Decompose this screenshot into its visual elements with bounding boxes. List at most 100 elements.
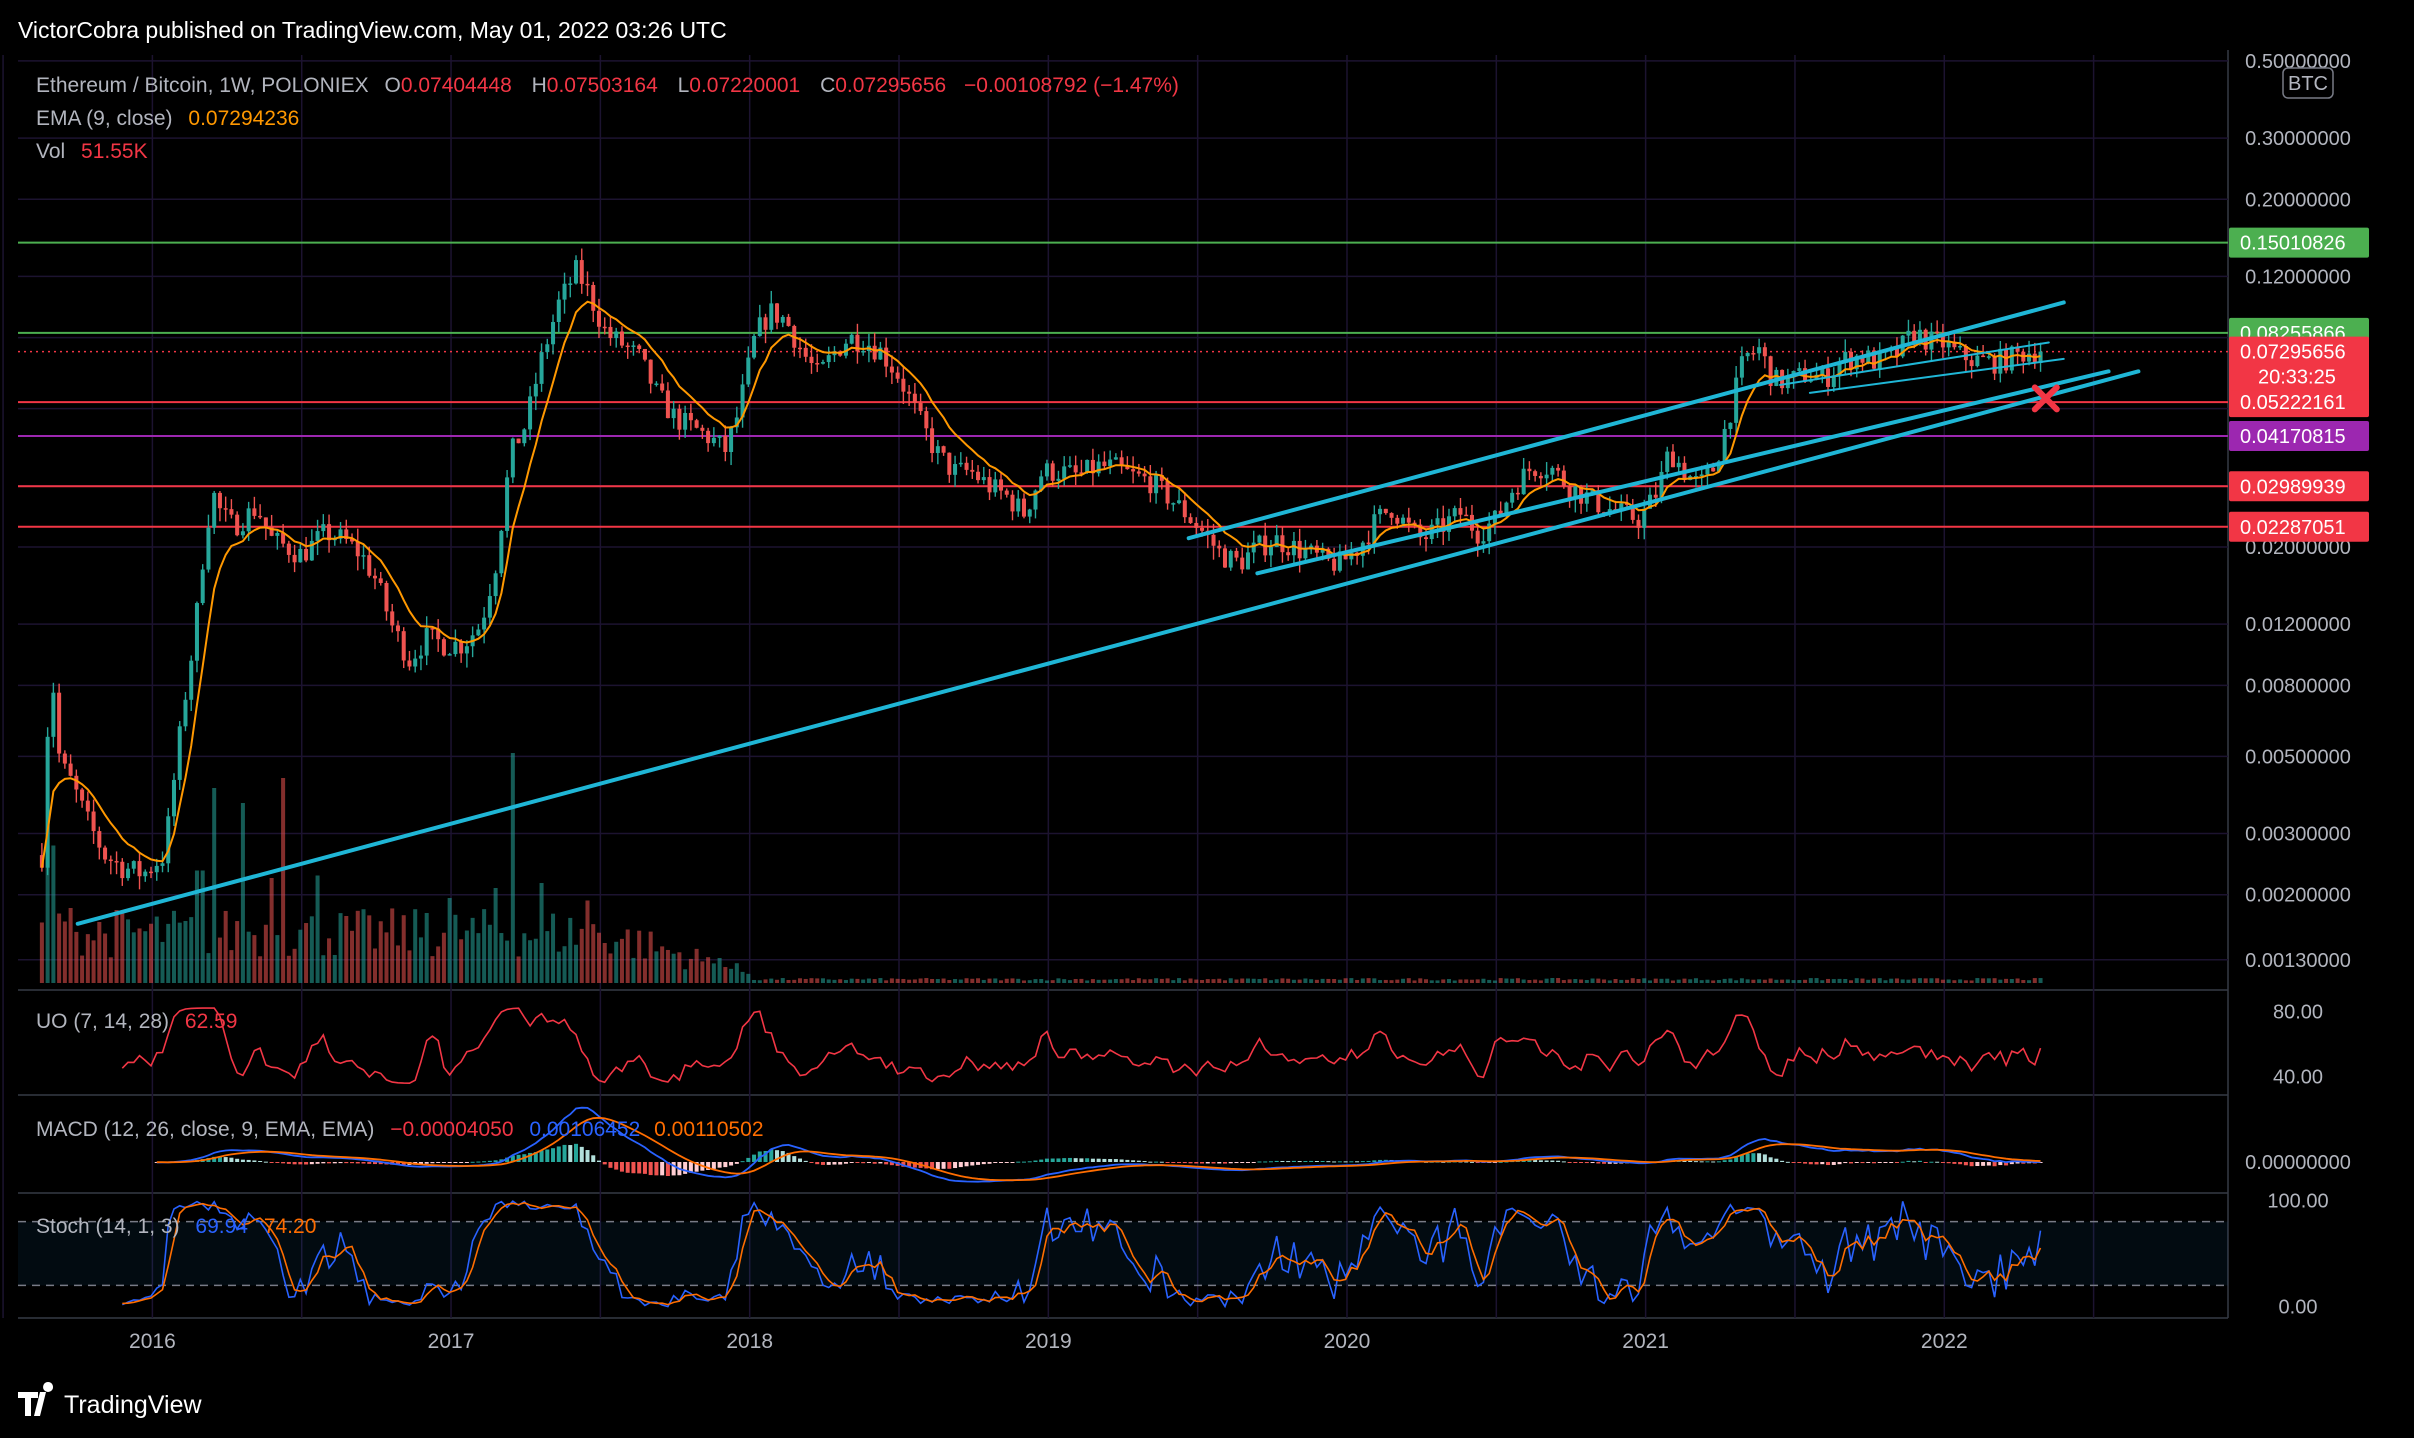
macd-histogram-bar	[889, 1162, 894, 1166]
candle-body	[447, 654, 452, 656]
volume-bar	[378, 921, 383, 983]
trendlines[interactable]	[75, 300, 2141, 926]
candle-body	[1389, 513, 1394, 518]
candle-body	[510, 438, 515, 478]
candle-body	[930, 428, 935, 454]
macd-histogram-bar	[1349, 1161, 1354, 1163]
volume-bar	[1952, 980, 1957, 983]
candle-body	[953, 464, 958, 475]
volume-bar	[2038, 978, 2043, 983]
volume-bar	[68, 908, 73, 983]
macd-histogram-bar	[556, 1146, 561, 1162]
volume-bar	[1814, 978, 1819, 983]
volume-bar	[901, 978, 906, 983]
macd-histogram-bar	[2004, 1162, 2009, 1166]
candle-body	[1871, 350, 1876, 369]
macd-histogram-bar	[579, 1146, 584, 1162]
svg-text:Ethereum / Bitcoin, 1W, POLONI: Ethereum / Bitcoin, 1W, POLONIEX O0.0740…	[36, 74, 1179, 97]
volume-bar	[1102, 979, 1107, 983]
volume-bar	[706, 957, 711, 983]
volume-bar	[154, 916, 159, 983]
macd-histogram-bar	[1205, 1162, 1210, 1164]
candle-body	[1963, 346, 1968, 361]
candle-body	[1096, 461, 1101, 474]
time-tick-label: 2020	[1324, 1330, 1371, 1353]
price-axis[interactable]: 0.500000000.300000000.200000000.12000000…	[2245, 51, 2351, 972]
volume-bar	[286, 955, 291, 983]
candle-body	[752, 335, 757, 358]
candle-body	[1452, 508, 1457, 517]
uo-tick-label: 40.00	[2273, 1067, 2323, 1089]
macd-histogram-bar	[1217, 1162, 1222, 1164]
macd-histogram-bar	[1222, 1162, 1228, 1164]
volume-bar	[1027, 980, 1032, 983]
macd-histogram-bar	[327, 1162, 332, 1164]
candle-body	[1222, 548, 1228, 568]
volume-bar	[1200, 979, 1205, 983]
ema-line	[40, 300, 2041, 868]
volume-bar	[1125, 978, 1130, 983]
volume-bar	[424, 913, 429, 983]
volume-bar	[1177, 978, 1182, 983]
candle-body	[258, 515, 263, 518]
volume-bar	[729, 968, 734, 983]
volume-bar	[1826, 978, 1831, 983]
candle-body	[999, 479, 1004, 491]
candle-body	[1981, 355, 1986, 358]
candle-body	[987, 477, 992, 493]
legend-high-value: 0.07503164	[547, 74, 658, 97]
candle-body	[803, 347, 808, 357]
candle-body	[1573, 486, 1578, 500]
legend-low-label: L	[678, 74, 690, 97]
volume-bar	[275, 935, 280, 983]
candle-body	[1751, 353, 1756, 355]
candle-body	[1245, 552, 1250, 570]
macd-histogram-bar	[769, 1149, 774, 1162]
candle-body	[1165, 480, 1170, 504]
candle-body	[843, 343, 848, 356]
volume-bar	[1418, 978, 1423, 983]
candle-body	[263, 517, 268, 527]
macd-histogram-bar	[1182, 1162, 1187, 1164]
candle-body	[350, 539, 355, 542]
volume-bar	[390, 908, 395, 983]
candle-body	[1894, 347, 1899, 357]
macd-histogram-bar	[395, 1162, 400, 1165]
macd-histogram-bar	[1004, 1162, 1009, 1163]
volume-bar	[1757, 979, 1762, 983]
macd-histogram-bar	[1297, 1161, 1302, 1163]
volume-bar	[246, 931, 251, 983]
macd-histogram-bar	[849, 1162, 854, 1163]
volume-bar	[1831, 979, 1836, 983]
candle-body	[976, 471, 981, 481]
macd-histogram-bar	[1940, 1162, 1945, 1163]
tradingview-logo[interactable]: TradingView	[18, 1382, 203, 1419]
uo-pane[interactable]: 80.00 40.00	[121, 1001, 2323, 1089]
legend-open-label: O	[384, 74, 400, 97]
volume-bar	[1228, 978, 1233, 983]
candle-body	[941, 446, 946, 453]
volume-bar	[1067, 980, 1072, 983]
candle-body	[1998, 348, 2003, 374]
candle-body	[654, 383, 659, 386]
volume-bar	[350, 930, 355, 983]
stoch-pane[interactable]: 100.00 0.00	[18, 1190, 2329, 1319]
macd-histogram-bar	[1337, 1161, 1342, 1163]
macd-histogram-bar	[706, 1162, 711, 1170]
volume-bar	[62, 921, 67, 983]
candle-body	[378, 578, 383, 583]
candle-body	[395, 625, 400, 632]
macd-histogram-bar	[281, 1162, 286, 1164]
time-axis[interactable]: 2016 2017 2018 2019 2020 2021 2022	[129, 1330, 1968, 1353]
macd-histogram-bar	[1527, 1159, 1532, 1162]
volume-bar	[912, 979, 917, 983]
macd-histogram-bar	[1159, 1161, 1164, 1163]
macd-pane[interactable]: 0.00000000	[154, 1106, 2351, 1183]
macd-histogram-bar	[1728, 1159, 1733, 1162]
volume-bar	[551, 913, 556, 983]
volume-bar	[57, 913, 62, 983]
volume-bar	[1274, 979, 1279, 983]
macd-legend-signal: 0.00110502	[654, 1118, 763, 1141]
macd-histogram-bar	[1504, 1161, 1509, 1163]
